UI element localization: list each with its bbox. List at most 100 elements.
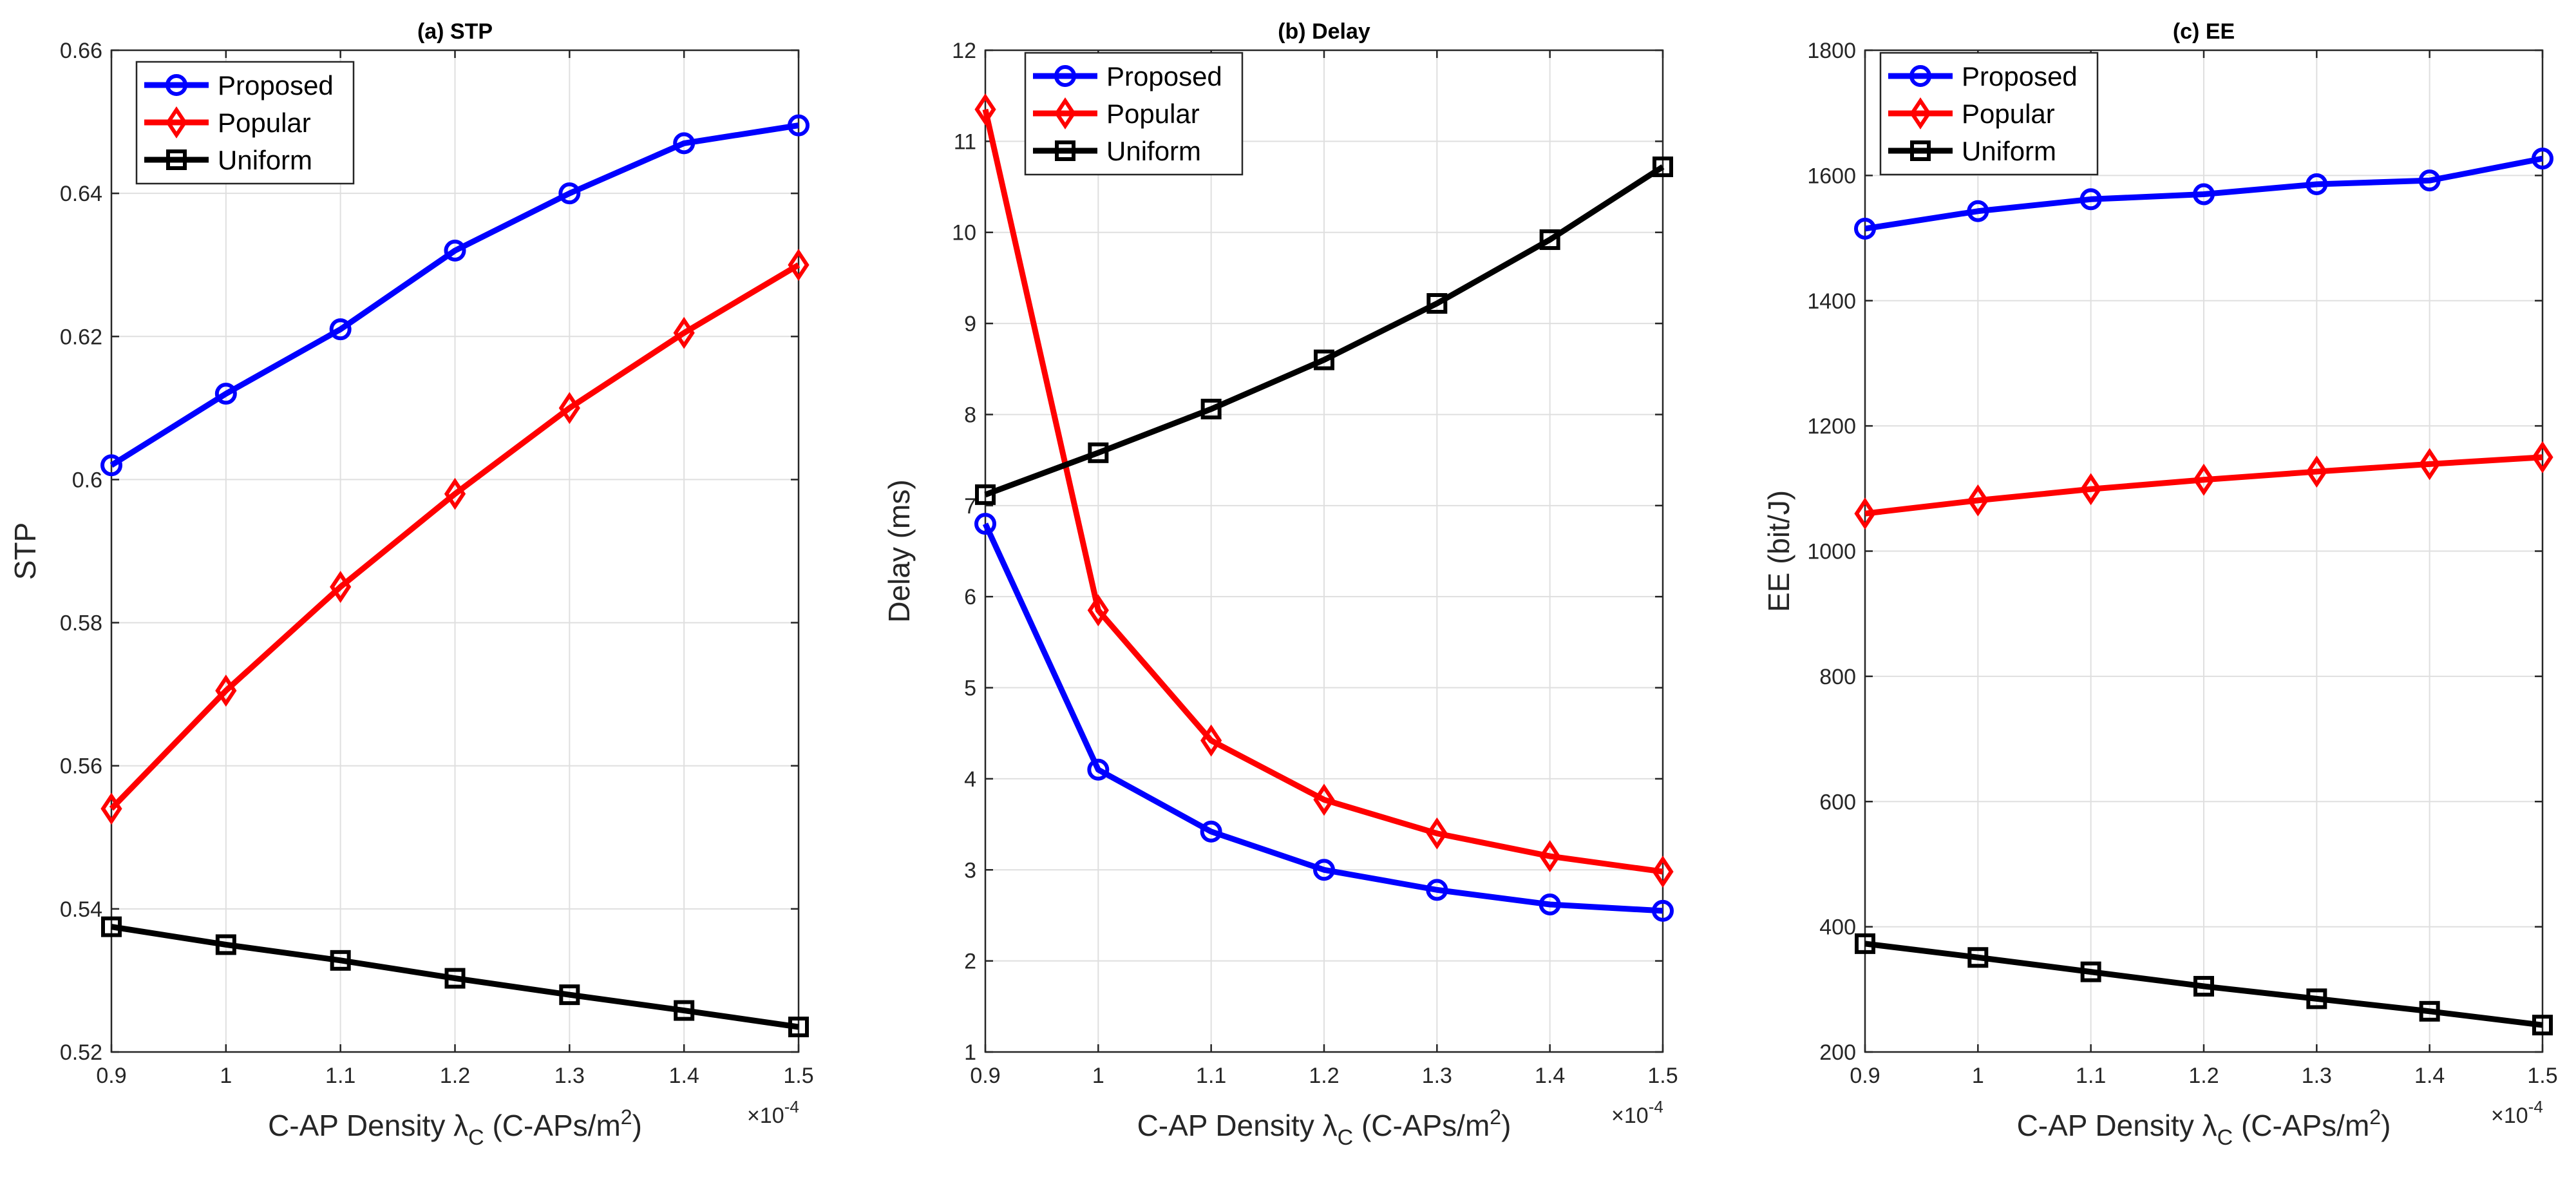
y-tick-label: 0.64 [60,182,102,206]
x-axis-multiplier-exponent: -4 [784,1097,799,1116]
data-point [1088,442,1109,463]
y-tick-label: 1200 [1807,414,1856,439]
x-tick-label: 1.5 [2527,1064,2557,1088]
x-tick-label: 1.4 [2414,1064,2445,1088]
y-tick-label: 1400 [1807,289,1856,314]
legend-entry-popular: Popular [1888,97,2055,129]
y-tick-label: 2 [964,950,976,974]
data-point [1652,856,1674,888]
data-point [1426,879,1448,901]
data-point [214,383,237,405]
x-tick-label: 1.2 [1309,1064,1339,1088]
x-tick-label: 1.2 [440,1064,470,1088]
y-tick-label: 6 [964,585,976,609]
y-tick-label: 600 [1819,790,1856,814]
data-point [673,316,695,349]
data-point [444,477,466,510]
y-tick-label: 0.62 [60,325,102,349]
y-tick-label: 0.54 [60,897,102,922]
y-axis-label: STP [8,522,42,580]
data-point [1426,292,1448,314]
y-tick-label: 11 [954,129,976,154]
y-axis-label: Delay (ms) [882,479,916,622]
legend-entry-popular: Popular [144,106,311,139]
x-tick-label: 1.3 [2302,1064,2332,1088]
legend-marker [1054,65,1076,87]
panel-title: (b) Delay [1278,19,1370,44]
y-tick-label: 1600 [1807,164,1856,188]
y-tick-label: 8 [964,403,976,427]
y-tick-label: 10 [952,221,976,245]
x-axis-multiplier: ×10-4 [747,1097,799,1128]
data-point [2306,173,2328,195]
data-point [2193,183,2215,206]
legend-entry-popular: Popular [1033,97,1200,129]
legend-marker [166,74,187,96]
data-point [100,792,122,825]
x-axis-label: C-AP Density λC (C-APs/m2) [268,1105,642,1150]
x-tick-label: 1 [1972,1064,1984,1088]
y-tick-label: 4 [964,767,976,792]
legend-entry-proposed: Proposed [1888,61,2078,91]
data-point [2418,169,2441,192]
y-tick-label: 1000 [1807,540,1856,564]
x-tick-label: 1.1 [1196,1064,1226,1088]
x-tick-label: 0.9 [1850,1064,1880,1088]
data-point [1967,947,1989,968]
series-uniform [975,156,1673,505]
x-axis-label-unit-close: ) [2381,1109,2391,1142]
x-tick-label: 1.2 [2188,1064,2219,1088]
x-tick-label: 1.5 [783,1064,813,1088]
x-axis-multiplier: ×10-4 [1611,1097,1663,1128]
data-point [974,93,996,126]
data-point [1967,200,1989,222]
series-proposed [1854,148,2553,240]
data-point [2080,961,2101,982]
x-axis-label-subscript: C [1338,1125,1354,1150]
data-point [1539,840,1561,872]
data-point [2532,1015,2553,1036]
chart-panel-1: 0.9 1 1.1 1.2 1.3 1.4 1.5 0.52 0.54 0.56 0.58 0.6 0.… [8,19,814,1150]
x-axis-label-unit-close: ) [632,1109,642,1142]
legend-entry-proposed: Proposed [144,70,334,100]
legend-marker [166,106,187,139]
y-tick-label: 12 [952,39,976,63]
data-point [1314,349,1334,370]
y-tick-label: 0.56 [60,754,102,779]
data-point [1087,758,1110,781]
data-point [1967,484,1989,517]
legend-label: Popular [218,108,311,138]
y-tick-label: 400 [1819,915,1856,940]
series-line [982,522,1663,914]
series-proposed [100,114,810,477]
data-point [1426,817,1448,850]
x-axis-label-main: C-AP Density λ [1137,1109,1338,1142]
y-tick-label: 5 [964,676,976,701]
x-axis-label-subscript: C [2217,1125,2233,1150]
x-tick-label: 0.9 [96,1064,126,1088]
legend-entry-proposed: Proposed [1033,61,1222,91]
legend-marker [1054,97,1076,129]
x-axis-label-superscript: 2 [1490,1105,1501,1129]
y-tick-label: 1800 [1807,39,1856,63]
x-tick-label: 1 [220,1064,232,1088]
data-point [2306,988,2327,1009]
legend-label: Popular [1106,99,1200,129]
data-point [674,1000,695,1021]
data-point [1313,859,1335,881]
data-point [1313,783,1335,816]
legend-label: Uniform [218,145,312,175]
legend-label: Uniform [1962,136,2056,166]
x-tick-label: 1.3 [1422,1064,1452,1088]
x-axis-multiplier-exponent: -4 [2528,1097,2543,1116]
data-point [2080,473,2102,506]
series-line [1864,454,2543,517]
data-point [215,674,237,707]
legend-label: Proposed [1962,61,2078,91]
series-popular [974,93,1674,888]
legend: Proposed Popular Uniform [1879,52,2099,176]
x-tick-label: 1.3 [554,1064,585,1088]
data-point [1200,820,1222,843]
data-point [2532,441,2553,473]
